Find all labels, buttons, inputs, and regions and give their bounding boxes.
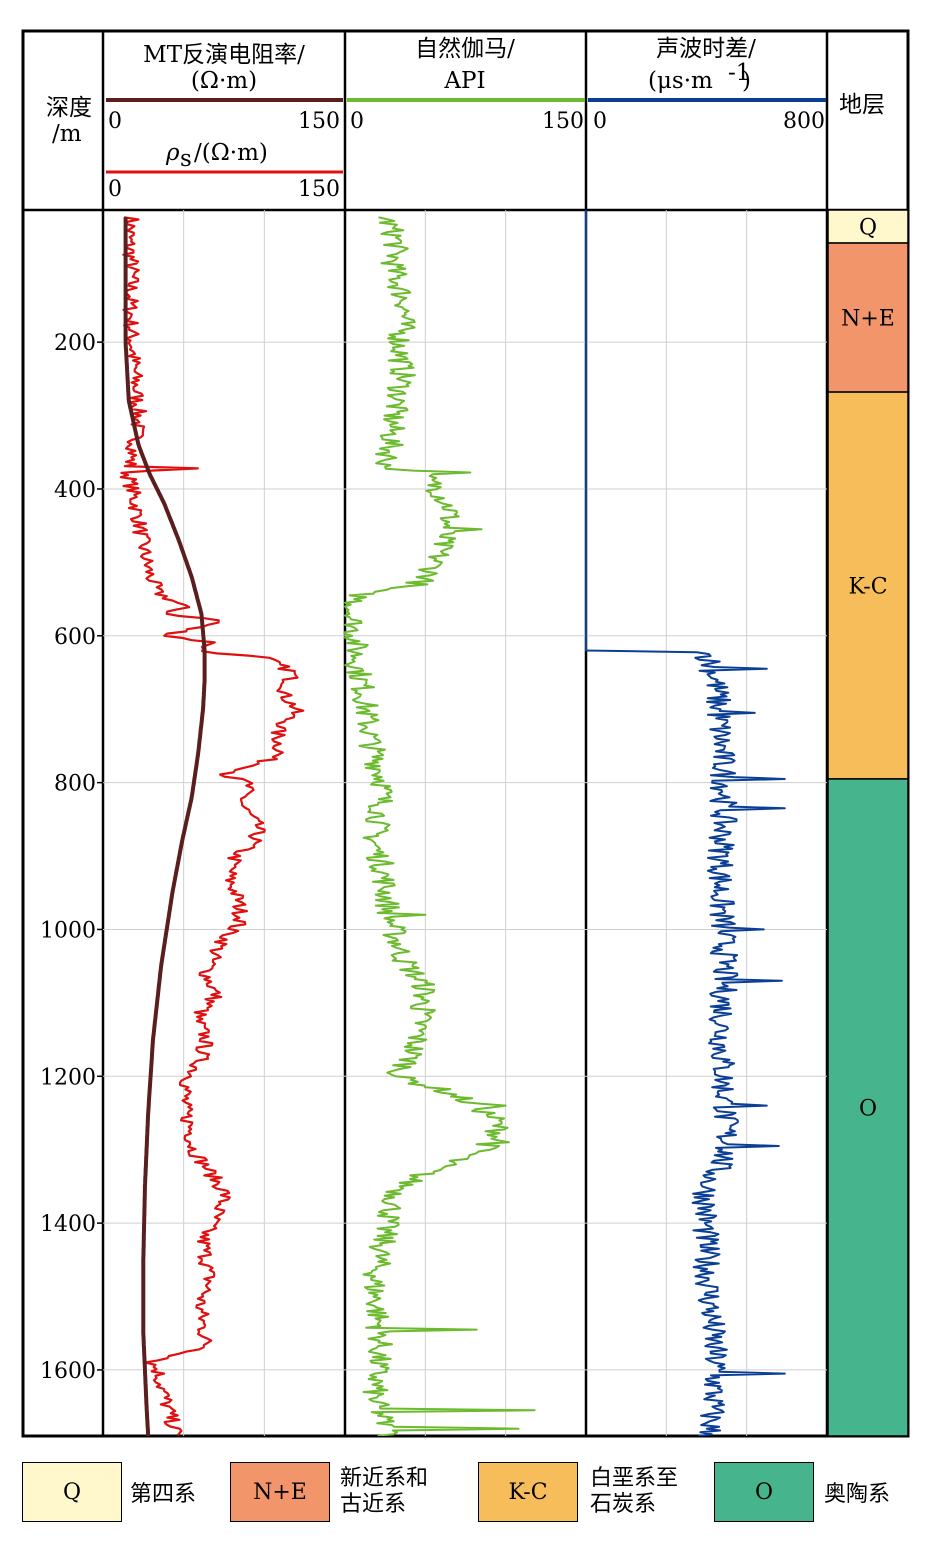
depth-axis-unit: /m — [52, 121, 82, 147]
track1-min: 0 — [108, 109, 122, 134]
legend-swatch-kc: K-C — [478, 1462, 578, 1522]
track2-max: 150 — [542, 109, 584, 134]
track1b-unit: /(Ω·m) — [194, 140, 268, 166]
grid — [103, 210, 827, 1436]
depth-tick-label: 800 — [54, 772, 96, 797]
series-gamma — [344, 216, 536, 1436]
track3-min: 0 — [593, 109, 607, 134]
depth-axis-label: 深度 — [46, 95, 92, 121]
depth-tick-label: 600 — [54, 625, 96, 650]
depth-tick-label: 1200 — [40, 1065, 96, 1090]
track3-title: 声波时差/ — [656, 36, 756, 62]
legend-label-kc: 白垩系至 石炭系 — [590, 1466, 679, 1517]
track1-title: MT反演电阻率/ — [143, 42, 305, 68]
track1-unit: (Ω·m) — [191, 68, 257, 94]
plot-frame — [21, 29, 910, 1438]
track2-min: 0 — [350, 109, 364, 134]
track2-unit: API — [443, 68, 485, 94]
legend-label-q: 第四系 — [130, 1482, 197, 1507]
legend-code-kc: K-C — [508, 1479, 548, 1505]
depth-tick-label: 1400 — [40, 1212, 96, 1237]
legend-swatch-ne: N+E — [230, 1462, 330, 1522]
track2-title: 自然伽马/ — [415, 36, 515, 62]
series-rho-s — [119, 216, 305, 1436]
track3-unit-tail: ) — [742, 68, 751, 94]
legend-code-ne: N+E — [253, 1479, 307, 1505]
track1b-min: 0 — [108, 177, 122, 202]
legend-code-o: O — [754, 1479, 774, 1505]
depth-tick-label: 200 — [54, 331, 96, 356]
series-sonic — [585, 210, 786, 1436]
track1b-subscript: s — [180, 146, 192, 172]
strata-layer-label: O — [859, 1096, 877, 1121]
legend-swatch-q: Q — [22, 1462, 122, 1522]
legend-label-o: 奥陶系 — [824, 1482, 891, 1507]
depth-tick-label: 1600 — [40, 1359, 96, 1384]
depth-tick-label: 1000 — [40, 918, 96, 943]
legend-code-q: Q — [62, 1479, 82, 1505]
legend: Q 第四系 N+E 新近系和 古近系 K-C 白垩系至 石炭系 O 奥陶系 — [22, 1462, 922, 1528]
track3-unit: (μs·m — [648, 68, 713, 94]
strata-layer-3 — [827, 778, 909, 1437]
strata-layer-label: N+E — [841, 307, 895, 332]
strata-column-label: 地层 — [839, 92, 885, 118]
legend-label-ne: 新近系和 古近系 — [340, 1466, 429, 1517]
track3-unit-sup: -1 — [728, 60, 750, 86]
depth-tick-label: 400 — [54, 478, 96, 503]
legend-swatch-o: O — [714, 1462, 814, 1522]
strata-layer-label: Q — [859, 216, 877, 241]
strata-layer-label: K-C — [848, 575, 887, 600]
strata-layer-1 — [827, 242, 909, 393]
track1-max: 150 — [298, 109, 340, 134]
series-mt-resistivity — [123, 217, 207, 1436]
track3-max: 800 — [783, 109, 825, 134]
strata-layer-2 — [827, 391, 909, 780]
track1b-title: ρ — [165, 140, 180, 166]
track1b-max: 150 — [298, 177, 340, 202]
